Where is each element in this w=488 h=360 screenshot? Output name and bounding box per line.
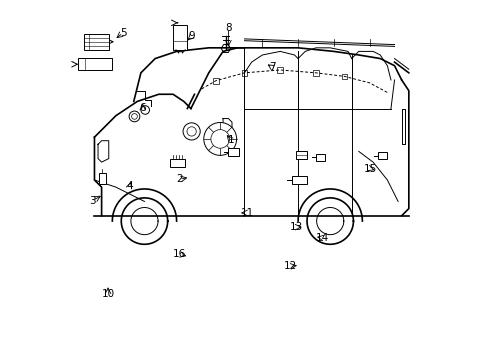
Text: 14: 14 (315, 233, 328, 243)
Bar (277, 67, 283, 73)
Text: 3: 3 (89, 196, 96, 206)
Bar (173, 25, 187, 50)
Bar (315, 154, 324, 161)
Polygon shape (223, 118, 231, 135)
Circle shape (129, 111, 140, 122)
Bar (227, 148, 239, 156)
Text: 7: 7 (268, 63, 275, 72)
Circle shape (203, 122, 236, 156)
Text: 5: 5 (120, 28, 126, 38)
Circle shape (183, 123, 200, 140)
Text: 6: 6 (139, 103, 146, 113)
Bar (170, 159, 185, 167)
Text: 8: 8 (224, 23, 231, 33)
Text: 2: 2 (176, 174, 183, 184)
Text: 10: 10 (102, 289, 114, 298)
Bar (213, 78, 218, 84)
Bar (78, 58, 112, 70)
Circle shape (210, 130, 229, 148)
Circle shape (141, 106, 149, 114)
Bar (312, 70, 318, 76)
Bar (241, 70, 247, 76)
Bar (291, 176, 306, 184)
Text: 15: 15 (363, 163, 376, 174)
Text: 16: 16 (172, 249, 186, 259)
Bar (377, 152, 386, 159)
Text: 13: 13 (289, 222, 302, 232)
Bar (341, 73, 346, 79)
Text: 11: 11 (240, 208, 253, 218)
Text: 1: 1 (227, 135, 234, 145)
Bar (83, 33, 108, 50)
Text: 12: 12 (283, 261, 296, 271)
Bar (296, 151, 306, 159)
Text: 9: 9 (188, 31, 195, 41)
Bar (99, 173, 106, 184)
Text: 4: 4 (126, 181, 133, 192)
